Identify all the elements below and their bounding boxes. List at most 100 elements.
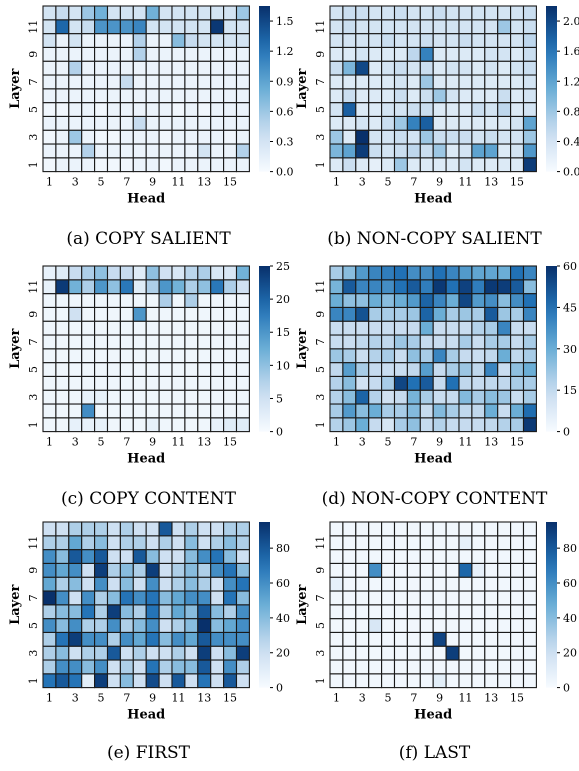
heatmap-cell <box>522 46 537 62</box>
heatmap-cell <box>184 293 199 308</box>
heatmap-cell <box>184 562 199 578</box>
heatmap-cell <box>522 631 537 647</box>
heatmap-cell <box>484 618 499 633</box>
heatmap-cell <box>235 157 250 173</box>
heatmap-cell <box>381 102 396 117</box>
heatmap-cell <box>497 143 512 159</box>
heatmap-cell <box>132 265 147 281</box>
heatmap-cell <box>42 306 57 322</box>
heatmap-cell <box>68 618 83 633</box>
heatmap-cell <box>368 535 383 551</box>
heatmap-cell <box>406 306 421 322</box>
heatmap-cell <box>106 46 121 62</box>
heatmap-cell <box>393 88 408 104</box>
heatmap-cell <box>381 19 396 35</box>
heatmap-cell <box>393 265 408 281</box>
heatmap-cell <box>132 645 147 661</box>
heatmap-cell <box>94 33 109 48</box>
heatmap-cell <box>381 33 396 48</box>
heatmap-cell <box>484 521 499 537</box>
heatmap-cell <box>68 535 83 551</box>
heatmap-cell <box>132 115 147 131</box>
heatmap-cell <box>235 279 250 295</box>
heatmap-cell <box>497 46 512 62</box>
colorbar-tick-label: 0.0 <box>276 166 294 179</box>
heatmap-cell <box>42 549 57 564</box>
heatmap-cell <box>432 265 447 281</box>
heatmap-cell <box>119 19 134 35</box>
heatmap-cell <box>497 403 512 419</box>
heatmap-cell <box>393 348 408 364</box>
heatmap-cell <box>510 60 525 76</box>
heatmap-cell <box>171 549 186 564</box>
heatmap-cell <box>471 157 486 173</box>
heatmap-cell <box>342 673 357 689</box>
heatmap-cell <box>235 19 250 35</box>
heatmap-cell <box>68 19 83 35</box>
heatmap-cell <box>342 521 357 537</box>
heatmap-cell <box>522 265 537 281</box>
heatmap-cell <box>510 673 525 689</box>
heatmap-cell <box>419 334 434 350</box>
heatmap-cell <box>106 348 121 364</box>
heatmap-cell <box>94 334 109 350</box>
heatmap-cell <box>406 60 421 76</box>
heatmap-cell <box>342 417 357 433</box>
heatmap-cell <box>81 74 96 90</box>
colorbar-tick-label: 0 <box>563 426 570 439</box>
heatmap-cell <box>223 549 238 564</box>
heatmap-cell <box>381 293 396 308</box>
heatmap-cell <box>458 631 473 647</box>
heatmap-cell <box>132 348 147 364</box>
heatmap-cell <box>223 19 238 35</box>
heatmap-cell <box>235 417 250 433</box>
heatmap-cell <box>445 33 460 48</box>
heatmap-cell <box>223 74 238 90</box>
x-tick-label: 3 <box>72 436 79 449</box>
heatmap-cell <box>119 320 134 336</box>
heatmap-cell <box>171 576 186 592</box>
heatmap-cell <box>55 33 70 48</box>
heatmap-cell <box>68 293 83 308</box>
heatmap-cell <box>235 5 250 21</box>
heatmap-cell <box>445 102 460 117</box>
heatmap-cell <box>484 389 499 405</box>
heatmap-cell <box>235 645 250 661</box>
caption-e: (e) FIRST <box>4 743 293 763</box>
heatmap-cell <box>458 33 473 48</box>
heatmap-cell <box>393 115 408 131</box>
heatmap-cell <box>368 265 383 281</box>
heatmap-cell <box>445 19 460 35</box>
heatmap-cell <box>158 320 173 336</box>
heatmap-cell <box>119 403 134 419</box>
heatmap-cell <box>171 33 186 48</box>
heatmap-cell <box>458 576 473 592</box>
heatmap-cell <box>119 74 134 90</box>
heatmap-cell <box>368 659 383 675</box>
heatmap-cell <box>223 265 238 281</box>
heatmap-cell <box>158 389 173 405</box>
heatmap-cell <box>368 19 383 35</box>
heatmap-cell <box>393 535 408 551</box>
x-tick-label: 15 <box>510 176 524 189</box>
heatmap-cell <box>458 334 473 350</box>
x-axis-label: Head <box>414 452 452 467</box>
heatmap-cell <box>171 129 186 145</box>
y-tick-label: 9 <box>314 51 327 58</box>
heatmap-cell <box>419 74 434 90</box>
heatmap-cell <box>458 645 473 661</box>
heatmap-cell <box>158 115 173 131</box>
heatmap-cell <box>368 88 383 104</box>
heatmap-cell <box>184 417 199 433</box>
heatmap-cell <box>432 562 447 578</box>
heatmap-cell <box>132 279 147 295</box>
heatmap-cell <box>381 535 396 551</box>
heatmap-cell <box>171 521 186 537</box>
heatmap-cell <box>432 129 447 145</box>
heatmap-cell <box>522 604 537 620</box>
heatmap-cell <box>81 403 96 419</box>
heatmap-cell <box>329 279 344 295</box>
heatmap-cell <box>484 535 499 551</box>
heatmap-cell <box>197 549 212 564</box>
heatmap-cell <box>355 19 370 35</box>
